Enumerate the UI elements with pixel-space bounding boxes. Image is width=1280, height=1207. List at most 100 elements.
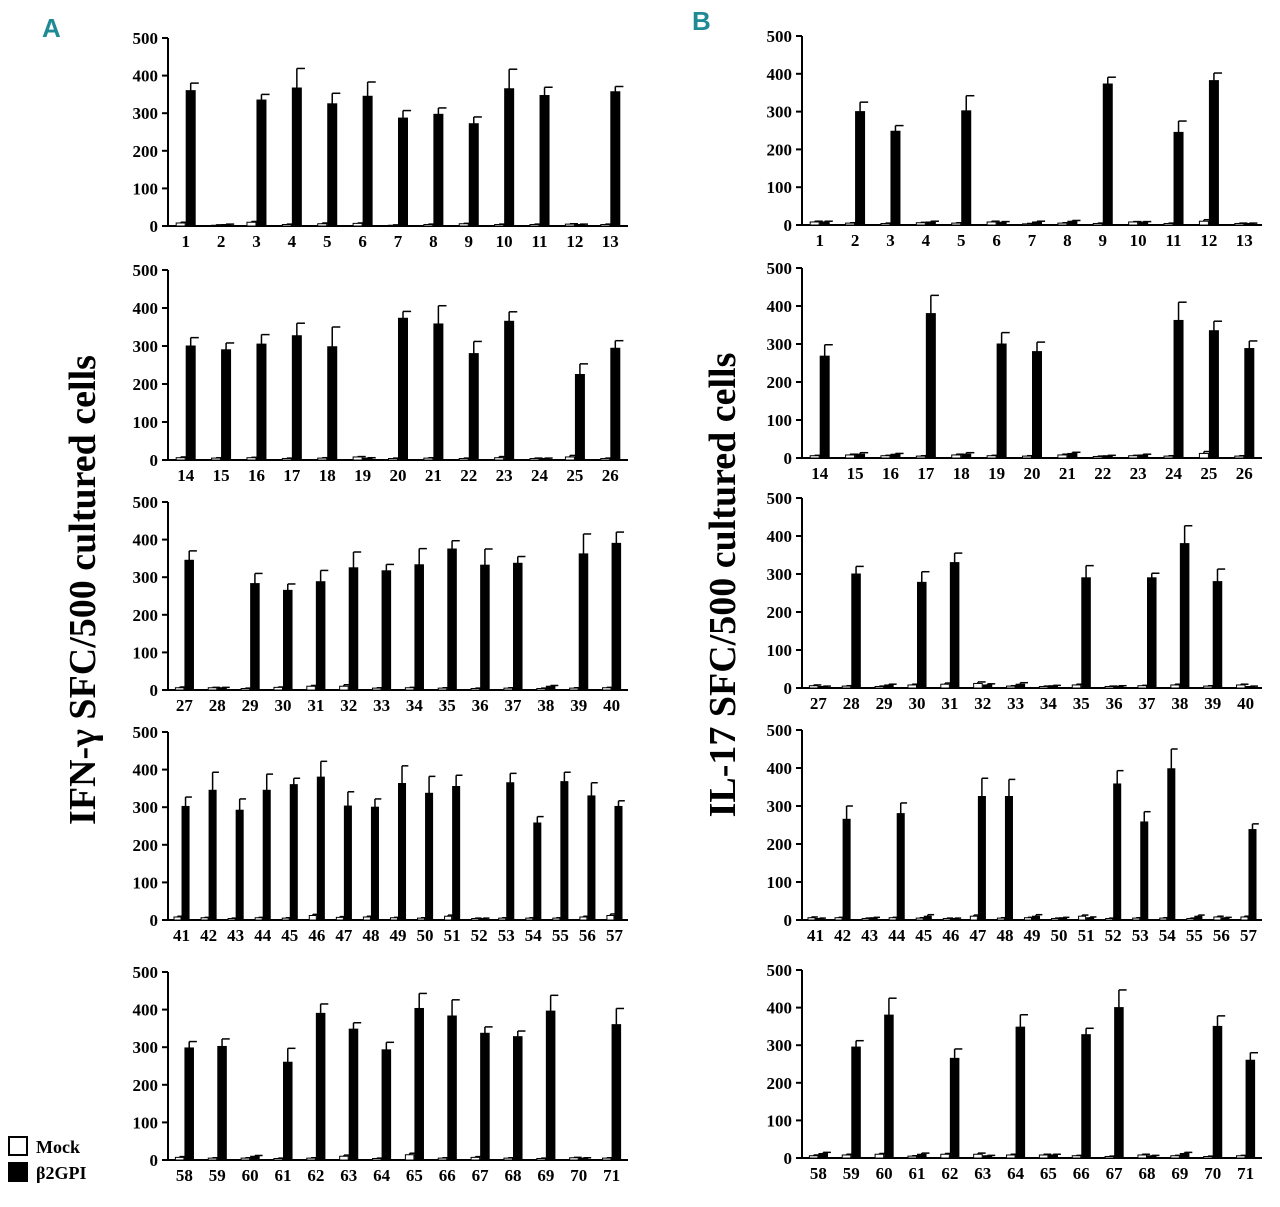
bar-b2gpi (185, 345, 196, 461)
x-tick-label: 29 (242, 696, 259, 715)
bar-b2gpi (1248, 829, 1257, 921)
bar-b2gpi (1138, 454, 1149, 459)
bar-mock (1078, 915, 1087, 921)
bar-b2gpi (949, 562, 960, 689)
bar-mock (1006, 1154, 1016, 1159)
bar-mock (246, 221, 257, 227)
bar-b2gpi (250, 1155, 260, 1161)
bar-b2gpi (256, 99, 267, 227)
x-tick-label: 22 (460, 466, 477, 485)
bar-mock (951, 454, 962, 459)
x-tick-label: 65 (406, 1166, 423, 1185)
x-tick-label: 62 (941, 1164, 958, 1183)
bar-b2gpi (578, 1157, 589, 1161)
x-tick-label: 5 (957, 231, 966, 250)
bar-mock (211, 224, 222, 227)
bar-b2gpi (1147, 577, 1157, 689)
x-tick-label: 17 (283, 466, 301, 485)
y-tick-label: 400 (133, 67, 159, 86)
bar-b2gpi (370, 806, 379, 921)
bar-mock (1092, 222, 1103, 226)
bar-mock (339, 1155, 349, 1161)
x-tick-label: 6 (992, 231, 1001, 250)
bar-mock (281, 917, 290, 921)
bar-mock (1213, 916, 1222, 921)
bar-b2gpi (855, 453, 866, 459)
x-tick-label: 43 (227, 926, 244, 945)
bar-b2gpi (1208, 330, 1219, 459)
bar-b2gpi (1245, 685, 1256, 689)
x-tick-label: 62 (307, 1166, 324, 1185)
bar-mock (388, 224, 398, 227)
x-tick-label: 39 (1204, 694, 1221, 713)
y-tick-label: 200 (133, 142, 159, 161)
x-tick-label: 53 (498, 926, 515, 945)
x-tick-label: 46 (308, 926, 325, 945)
bar-b2gpi (480, 1032, 490, 1161)
x-tick-label: 61 (909, 1164, 926, 1183)
bar-b2gpi (1208, 80, 1219, 226)
x-tick-label: 10 (496, 232, 513, 251)
bar-b2gpi (560, 781, 569, 921)
bar-b2gpi (578, 553, 589, 691)
x-tick-label: 30 (275, 696, 292, 715)
bar-b2gpi (1179, 1152, 1190, 1159)
bar-mock (335, 916, 344, 921)
bar-b2gpi (818, 685, 828, 689)
bar-mock (1240, 916, 1249, 921)
y-tick-label: 0 (784, 679, 793, 698)
bar-b2gpi (819, 355, 830, 459)
bar-mock (207, 1157, 218, 1161)
bar-mock (503, 687, 514, 691)
x-tick-label: 47 (335, 926, 353, 945)
x-tick-label: 24 (1165, 464, 1183, 483)
bar-mock (1163, 455, 1174, 459)
bar-b2gpi (184, 1047, 194, 1161)
bar-b2gpi (1015, 1026, 1026, 1159)
bar-b2gpi (1067, 220, 1078, 226)
bar-b2gpi (533, 822, 542, 921)
x-tick-label: 34 (1040, 694, 1058, 713)
x-tick-label: 47 (969, 926, 987, 945)
bar-mock (874, 685, 885, 689)
x-tick-label: 52 (1105, 926, 1122, 945)
x-tick-label: 35 (1073, 694, 1090, 713)
bar-b2gpi (1081, 1034, 1091, 1159)
chart-a-3: 0 100 200 300 400 500 27 28 29 30 31 32 33 34 35 36 37 38… (133, 493, 628, 715)
x-tick-label: 1 (815, 231, 824, 250)
y-tick-label: 0 (784, 911, 793, 930)
x-tick-label: 15 (847, 464, 864, 483)
x-tick-label: 38 (1171, 694, 1188, 713)
x-tick-label: 4 (922, 231, 931, 250)
x-tick-label: 38 (537, 696, 554, 715)
bar-b2gpi (917, 1153, 927, 1159)
x-tick-label: 40 (603, 696, 620, 715)
bar-mock (317, 223, 328, 227)
bar-mock (940, 683, 950, 689)
x-tick-label: 48 (362, 926, 379, 945)
x-tick-label: 5 (323, 232, 332, 251)
bar-b2gpi (1048, 685, 1058, 689)
bar-mock (1105, 917, 1114, 921)
bar-mock (362, 916, 371, 921)
bar-mock (1051, 917, 1060, 921)
bar-b2gpi (1015, 683, 1026, 689)
bar-mock (1236, 684, 1246, 689)
bar-mock (564, 456, 575, 461)
bar-b2gpi (362, 457, 373, 461)
y-tick-label: 500 (133, 261, 159, 280)
bar-b2gpi (447, 1015, 457, 1161)
bar-b2gpi (221, 223, 232, 227)
y-tick-label: 100 (767, 1111, 793, 1130)
bar-b2gpi (611, 542, 622, 691)
bar-mock (529, 457, 540, 461)
bar-mock (915, 222, 926, 226)
bar-mock (1071, 684, 1082, 689)
bar-mock (389, 917, 398, 921)
x-tick-label: 58 (810, 1164, 827, 1183)
bar-mock (227, 917, 236, 921)
bar-b2gpi (842, 818, 851, 921)
bar-b2gpi (381, 1049, 392, 1161)
